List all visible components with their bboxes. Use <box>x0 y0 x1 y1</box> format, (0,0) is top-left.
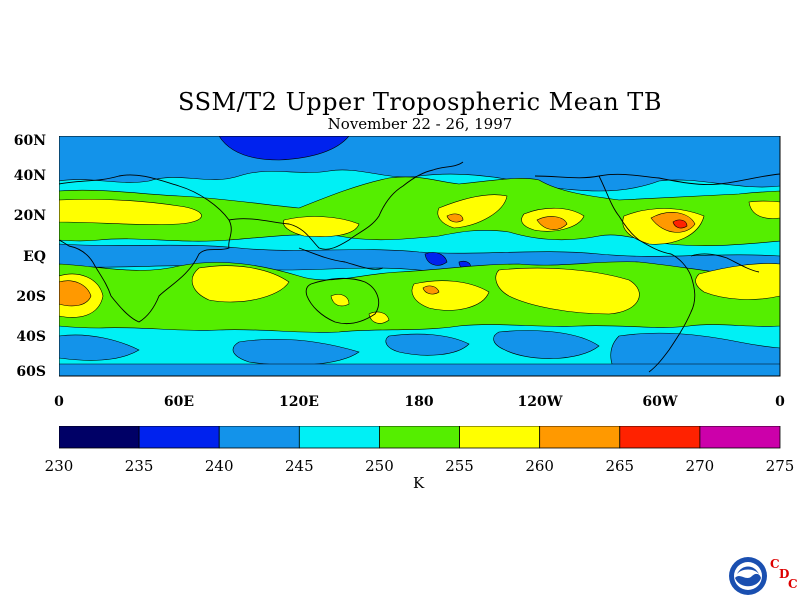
colorbar-tick-label: 260 <box>525 457 554 475</box>
field-north-yellow-2 <box>283 216 360 237</box>
map-title: SSM/T2 Upper Tropospheric Mean TB <box>178 88 662 116</box>
colorbar-tick-label: 240 <box>204 457 234 475</box>
lat-label-eq: EQ <box>23 249 46 265</box>
colorbar-swatch <box>379 426 460 449</box>
lat-label-60s: 60S <box>16 364 46 380</box>
brightness-temperature-map <box>59 136 781 377</box>
cdc-letter-c1: C <box>770 557 780 571</box>
colorbar-tick-label: 255 <box>445 457 474 475</box>
colorbar-swatch <box>459 426 541 449</box>
field-south-yellow-3 <box>495 267 640 315</box>
cdc-letter-d: D <box>779 567 790 581</box>
colorbar-swatch <box>218 426 300 449</box>
colorbar-tick-label: 245 <box>285 457 314 475</box>
lat-label-40s: 40S <box>16 329 46 345</box>
colorbar-tick-label: 275 <box>765 457 795 475</box>
lon-label-120e: 120E <box>279 394 319 410</box>
colorbar-swatch <box>138 426 220 449</box>
field-south-orange-2 <box>422 285 440 295</box>
colorbar-tick-label: 270 <box>685 457 715 475</box>
colorbar-swatch <box>619 426 701 449</box>
field-north-deep <box>218 136 350 161</box>
colorbar-swatch <box>699 426 781 449</box>
field-south-orange-1 <box>59 280 92 307</box>
field-south-blue-4 <box>493 330 600 359</box>
lon-label-180: 180 <box>404 394 434 410</box>
lon-label-0: 0 <box>54 394 64 410</box>
cdc-letter-c2: C <box>788 577 798 591</box>
field-equator-deep <box>424 252 448 266</box>
field-south-yellow-6 <box>330 294 350 307</box>
colorbar-unit: K <box>413 474 425 492</box>
lat-label-20n: 20N <box>13 208 46 224</box>
field-south-blue-6 <box>59 363 780 376</box>
colorbar-swatch <box>539 426 621 449</box>
field-north-orange-2 <box>446 213 464 223</box>
lon-label-60e: 60E <box>163 394 195 410</box>
field-north-red <box>672 219 688 229</box>
lat-label-60n: 60N <box>13 133 46 149</box>
colorbar-tick-label: 230 <box>44 457 74 475</box>
field-south-blue-2 <box>232 338 360 366</box>
field-south-yellow-1 <box>191 265 290 303</box>
colorbar <box>59 426 781 449</box>
field-south-yellow-4 <box>695 263 780 300</box>
colorbar-tick-label: 265 <box>605 457 635 475</box>
colorbar-swatch <box>298 426 380 449</box>
field-north-yellow-6 <box>748 200 780 219</box>
lon-label-60w: 60W <box>642 394 678 410</box>
field-south-blue-3 <box>385 333 470 356</box>
coastlines <box>59 161 780 373</box>
field-north-orange-1 <box>536 216 568 230</box>
field-south-blue-1 <box>59 334 140 361</box>
lat-label-40n: 40N <box>13 168 46 184</box>
colorbar-tick-label: 250 <box>365 457 394 475</box>
field-north-yellow-1 <box>59 198 202 225</box>
lon-label-120w: 120W <box>517 394 563 410</box>
colorbar-swatch <box>59 426 140 449</box>
lat-label-20s: 20S <box>16 289 46 305</box>
map-subtitle: November 22 - 26, 1997 <box>327 115 513 133</box>
colorbar-tick-label: 235 <box>124 457 154 475</box>
lon-label-0-east: 0 <box>775 394 785 410</box>
noaa-logo <box>729 557 767 595</box>
